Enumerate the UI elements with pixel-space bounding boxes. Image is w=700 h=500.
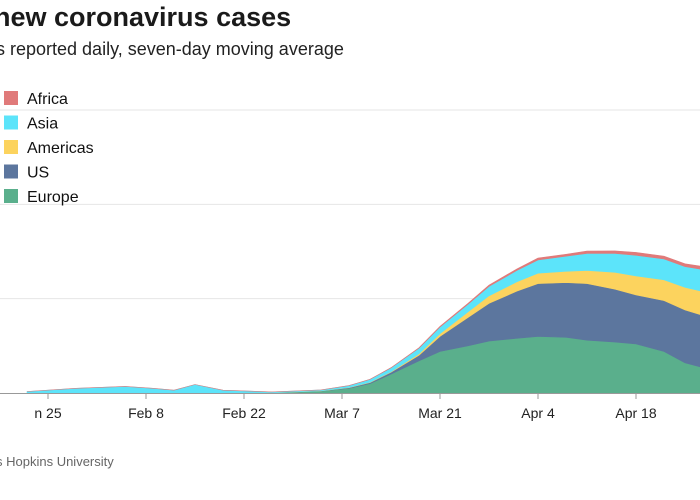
legend-swatch-asia (4, 115, 18, 130)
legend-label-americas: Americas (27, 140, 94, 157)
legend-label-africa: Africa (27, 91, 68, 108)
legend-swatch-americas (4, 140, 18, 154)
legend-swatch-europe (4, 189, 18, 203)
source-note: s Hopkins University (0, 454, 114, 469)
chart-title: new coronavirus cases (0, 2, 292, 32)
legend-label-asia: Asia (27, 116, 58, 133)
legend: Africa Asia Americas US Europe (4, 91, 94, 206)
x-tick-label: Mar 7 (324, 405, 360, 421)
x-tick-label: Apr 4 (521, 405, 555, 421)
legend-label-us: US (27, 165, 49, 182)
legend-label-europe: Europe (27, 189, 79, 206)
x-tick-label: Mar 21 (418, 405, 462, 421)
legend-swatch-africa (4, 91, 18, 105)
x-tick-label: Apr 18 (615, 405, 656, 421)
legend-swatch-us (4, 164, 18, 179)
x-tick-label: Feb 8 (128, 405, 164, 421)
area-series-africa (26, 250, 700, 393)
x-tick-label: Feb 22 (222, 405, 266, 421)
x-tick-label: n 25 (34, 405, 61, 421)
chart-subtitle: s reported daily, seven-day moving avera… (0, 39, 344, 59)
